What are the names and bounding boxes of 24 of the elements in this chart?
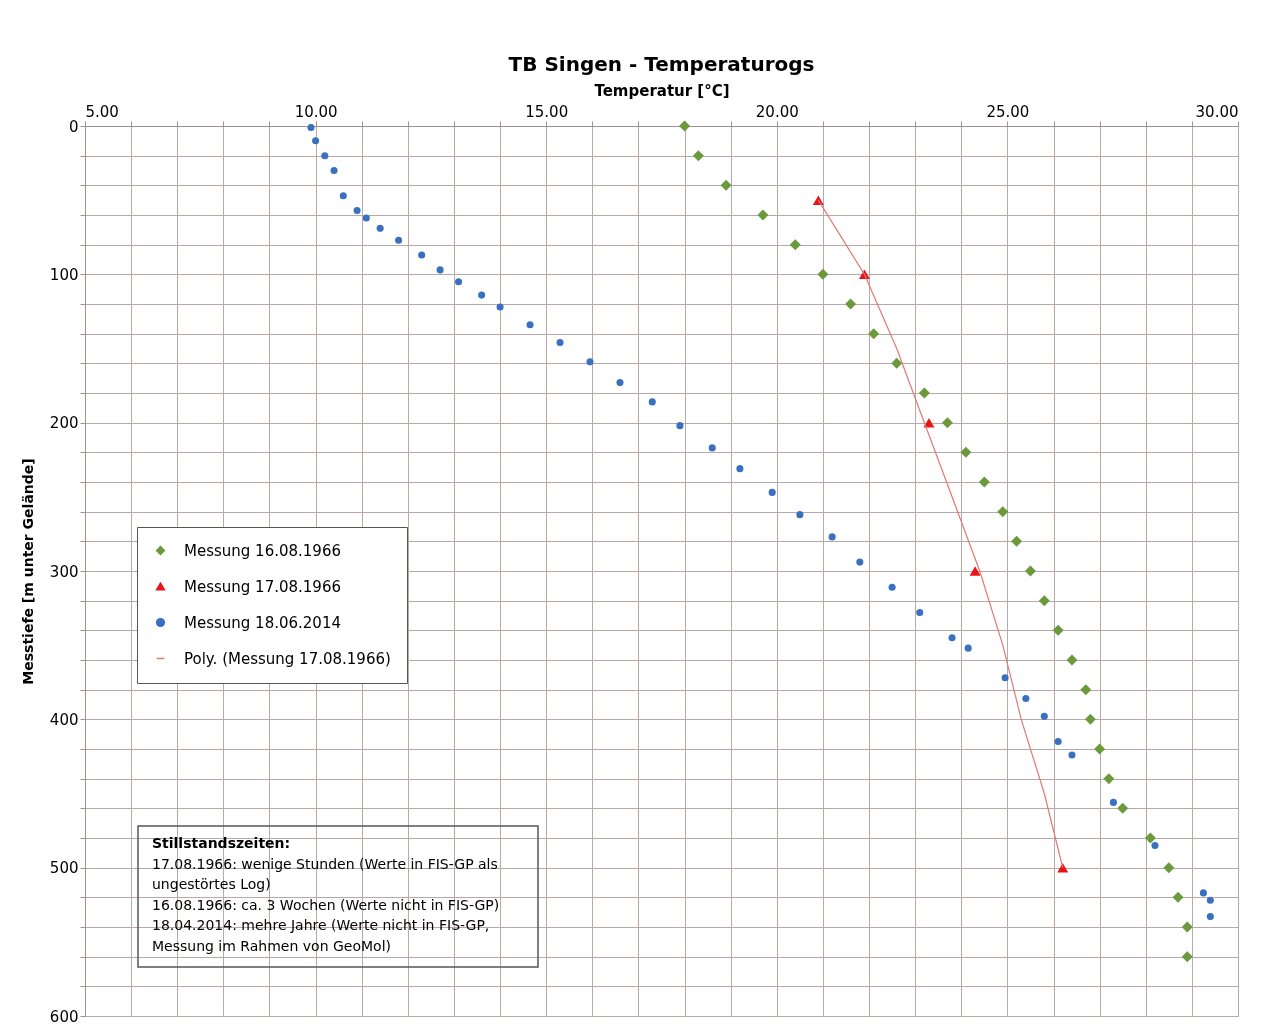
legend-label: Poly. (Messung 17.08.1966) bbox=[184, 649, 391, 668]
y-tick-label: 400 bbox=[49, 710, 79, 729]
legend-label: Messung 18.06.2014 bbox=[184, 613, 341, 632]
x-tick-label: 20.00 bbox=[755, 102, 799, 121]
legend-label: Messung 17.08.1966 bbox=[184, 577, 341, 596]
x-tick-label: 10.00 bbox=[294, 102, 338, 121]
y-tick-label: 300 bbox=[49, 562, 79, 581]
legend-label: Messung 16.08.1966 bbox=[184, 541, 341, 560]
x-tick-label: 5.00 bbox=[85, 102, 119, 121]
annotation: Stillstandszeiten: bbox=[152, 835, 291, 851]
annotation: 17.08.1966: wenige Stunden (Werte in FIS-GP als ungestörtes Log) bbox=[152, 855, 498, 892]
y-axis-title: Messtiefe [m unter Gelände] bbox=[19, 458, 36, 685]
chart-title: TB Singen - Temperaturogs bbox=[508, 52, 815, 76]
annotation: 18.04.2014: mehre Jahre (Werte nicht in FIS-GP, Messung im Rahmen von GeoMol) bbox=[152, 917, 490, 954]
y-tick-label: 0 bbox=[68, 117, 79, 136]
x-tick-label: 25.00 bbox=[986, 102, 1030, 121]
x-axis-title: Temperatur [°C] bbox=[594, 81, 730, 100]
y-tick-label: 600 bbox=[49, 1007, 79, 1024]
annotation: 16.08.1966: ca. 3 Wochen (Werte nicht in FIS-GP) bbox=[152, 896, 500, 913]
y-tick-label: 500 bbox=[49, 859, 79, 878]
x-tick-label: 15.00 bbox=[525, 102, 569, 121]
y-tick-label: 200 bbox=[49, 414, 79, 433]
x-tick-label: 30.00 bbox=[1195, 102, 1239, 121]
y-tick-label: 100 bbox=[49, 265, 79, 284]
